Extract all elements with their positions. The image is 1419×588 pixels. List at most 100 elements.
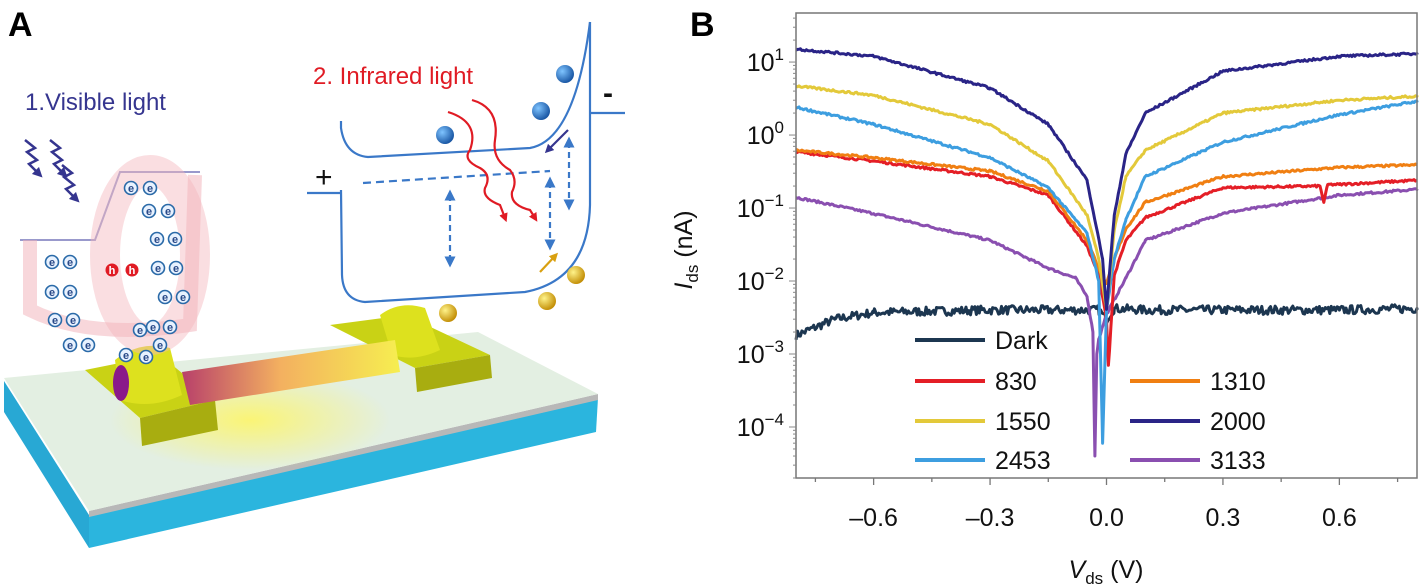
svg-text:e: e [165,206,171,218]
hole-symbol: h [125,263,139,277]
electron-symbol: e [62,284,78,300]
electron-symbol: e [123,180,139,196]
electron-symbol: e [132,322,148,338]
electron-symbol: e [141,203,157,219]
y-tick-label: 10−1 [737,191,784,223]
x-axis-label: Vds (V) [1069,556,1144,588]
svg-text:e: e [162,292,168,304]
hole-ball [538,292,556,310]
legend-entry: 1550 [915,408,1051,436]
legend-label: 3133 [1210,447,1266,475]
y-axis: 101 100 10−1 10−2 10−3 10−4 [737,17,796,479]
electron-ball [436,126,454,144]
svg-text:e: e [154,234,160,246]
plot-frame [795,12,1418,479]
legend-entry: Dark [915,327,1048,355]
band-diagram [307,21,625,304]
x-tick-label: 0.0 [1089,504,1124,532]
electron-symbol: e [62,254,78,270]
electron-symbol: e [175,289,191,305]
electron-symbol: e [118,347,134,363]
electron-symbol: e [157,289,173,305]
x-axis: –0.6 –0.3 0.0 0.3 0.6 [814,478,1399,532]
electron-symbol: e [162,319,178,335]
electron-symbol: e [149,231,165,247]
svg-text:e: e [85,340,91,352]
svg-text:e: e [167,322,173,334]
svg-text:e: e [147,183,153,195]
electron-symbol: e [47,312,63,328]
series-line-830 [795,149,1418,367]
y-tick-label: 10−2 [737,264,784,296]
legend-label: Dark [995,327,1048,355]
svg-text:e: e [123,350,129,362]
legend-label: 2453 [995,447,1051,475]
electron-symbol: e [160,203,176,219]
electron-symbol: e [138,349,154,365]
visible-light-label: 1.Visible light [25,89,166,116]
x-tick-label: –0.3 [966,504,1015,532]
electron-symbol: e [44,254,60,270]
electron-symbol: e [44,284,60,300]
legend-label: 1310 [1210,368,1266,396]
legend-label: 1550 [995,408,1051,436]
legend-entry: 2453 [915,447,1051,475]
electron-symbol: e [152,337,168,353]
nanowire-end [113,365,129,401]
hole-ball [567,266,585,284]
legend: Dark 830 1310 1550 2000 2453 3133 [915,327,1266,475]
minus-label: - [603,77,613,110]
svg-text:e: e [137,325,143,337]
device-electrodes [85,305,492,446]
panel-a-label: A [8,6,33,44]
x-tick-label: –0.6 [849,504,898,532]
svg-text:e: e [143,352,149,364]
panel-b-label: B [690,6,715,44]
x-tick-label: 0.3 [1206,504,1241,532]
svg-text:e: e [172,234,178,246]
infrared-light-label: 2. Infrared light [313,63,473,90]
y-axis-label: Ids (nA) [670,210,702,289]
panel-a: A 1.Visible light 2. Infrared light [4,6,625,548]
electron-symbol: e [167,231,183,247]
svg-text:e: e [49,257,55,269]
electron-symbol: e [150,260,166,276]
svg-text:e: e [150,322,156,334]
svg-text:e: e [146,206,152,218]
plus-label: + [315,161,333,194]
electron-symbol: e [65,312,81,328]
panel-b: B –0.6 –0.3 0.0 0.3 0.6 10110010−110−210−310… [670,6,1419,588]
legend-entry: 3133 [1130,447,1266,475]
hole-symbol: h [105,263,119,277]
hole-ball [439,304,457,322]
y-tick-label: 10−3 [737,337,784,369]
series-line-2000 [795,47,1419,311]
y-tick-label: 101 [747,45,784,77]
y-tick-label: 100 [747,118,784,150]
svg-text:h: h [129,265,136,277]
legend-entry: 2000 [1130,408,1266,436]
svg-text:e: e [128,183,134,195]
data-curves [794,47,1419,458]
series-line-1310 [795,147,1418,285]
svg-text:e: e [173,263,179,275]
legend-label: 2000 [1210,408,1266,436]
svg-text:e: e [70,315,76,327]
electron-symbol: e [168,260,184,276]
electron-symbol: e [142,180,158,196]
electron-symbol: e [80,337,96,353]
electron-symbol: e [145,319,161,335]
svg-text:e: e [52,315,58,327]
electron-ball [556,65,574,83]
electron-ball [532,102,550,120]
svg-text:h: h [109,265,116,277]
svg-text:e: e [180,292,186,304]
legend-entry: 830 [915,368,1037,396]
svg-text:e: e [67,287,73,299]
svg-text:e: e [49,287,55,299]
x-tick-label: 0.6 [1322,504,1357,532]
